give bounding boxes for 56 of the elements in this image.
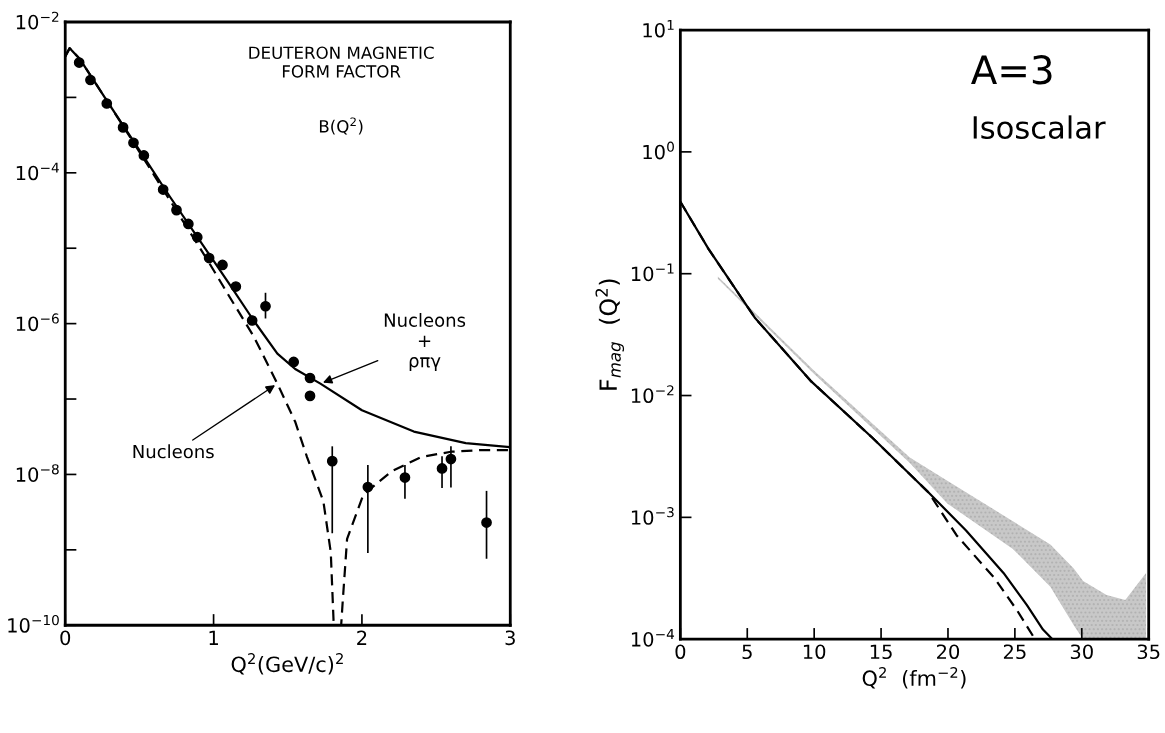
y-tick-label: 10$^{−1}$: [631, 263, 674, 282]
point: [183, 218, 194, 230]
annotation: Nucleons: [133, 444, 214, 459]
annotation: Nucleons + ρπγ: [384, 313, 466, 371]
point: [304, 372, 316, 384]
y-tick-label: 10$^{0}$: [643, 141, 674, 160]
x-tick-label: 30: [1070, 644, 1093, 660]
x-tick-label: 20: [937, 644, 960, 660]
x-tick-label: 1: [209, 630, 218, 645]
x-tick-label: 35: [1137, 644, 1160, 660]
text: B(Q$^{2}$): [319, 117, 363, 135]
point: [260, 300, 271, 312]
point: [203, 252, 215, 264]
point: [171, 204, 182, 216]
point: [362, 481, 374, 493]
x-axis-title: Q$^{2}$ (fm$^{−2}$): [862, 667, 966, 689]
x-tick-label: 5: [742, 644, 752, 660]
y-tick-label: 10$^{−2}$: [16, 11, 59, 30]
point: [326, 455, 338, 467]
point: [85, 74, 96, 86]
x-axis-title: Q$^{2}$(GeV/c)$^{2}$: [231, 653, 343, 675]
y-tick-label: 10$^{−10}$: [8, 614, 59, 633]
x-tick-label: 0: [60, 630, 71, 646]
point: [191, 231, 203, 243]
point: [304, 390, 316, 402]
point: [230, 281, 242, 292]
x-tick-label: 15: [870, 644, 892, 660]
x-tick-label: 10: [803, 644, 826, 660]
point: [217, 259, 228, 271]
text: Isoscalar: [973, 115, 1106, 139]
point: [399, 472, 411, 483]
y-tick-label: 10$^{−4}$: [16, 162, 59, 181]
x-tick-label: 25: [1003, 644, 1026, 660]
x-tick-label: 3: [505, 630, 515, 646]
point: [481, 517, 492, 528]
point: [445, 453, 457, 465]
y-axis-title: F$_{mag}$ (Q$^{2}$): [595, 279, 625, 390]
point: [117, 122, 129, 133]
point: [288, 356, 300, 368]
x-tick-label: 2: [357, 630, 367, 645]
y-tick-label: 10$^{−3}$: [631, 507, 674, 525]
point: [157, 184, 169, 195]
point: [128, 137, 139, 149]
y-tick-label: 10$^{−6}$: [16, 313, 59, 332]
y-tick-label: 10$^{−8}$: [16, 464, 59, 482]
x-tick-label: 0: [675, 644, 686, 660]
y-tick-label: 10$^{−2}$: [631, 385, 674, 404]
point: [101, 98, 113, 109]
text: DEUTERON MAGNETIC FORM FACTOR: [249, 46, 434, 78]
point: [246, 315, 258, 326]
y-tick-label: 10$^{1}$: [643, 19, 674, 38]
y-tick-label: 10$^{−4}$: [631, 629, 675, 647]
point: [138, 150, 150, 161]
point: [73, 57, 85, 68]
text: A=3: [971, 55, 1052, 85]
point: [436, 463, 448, 474]
